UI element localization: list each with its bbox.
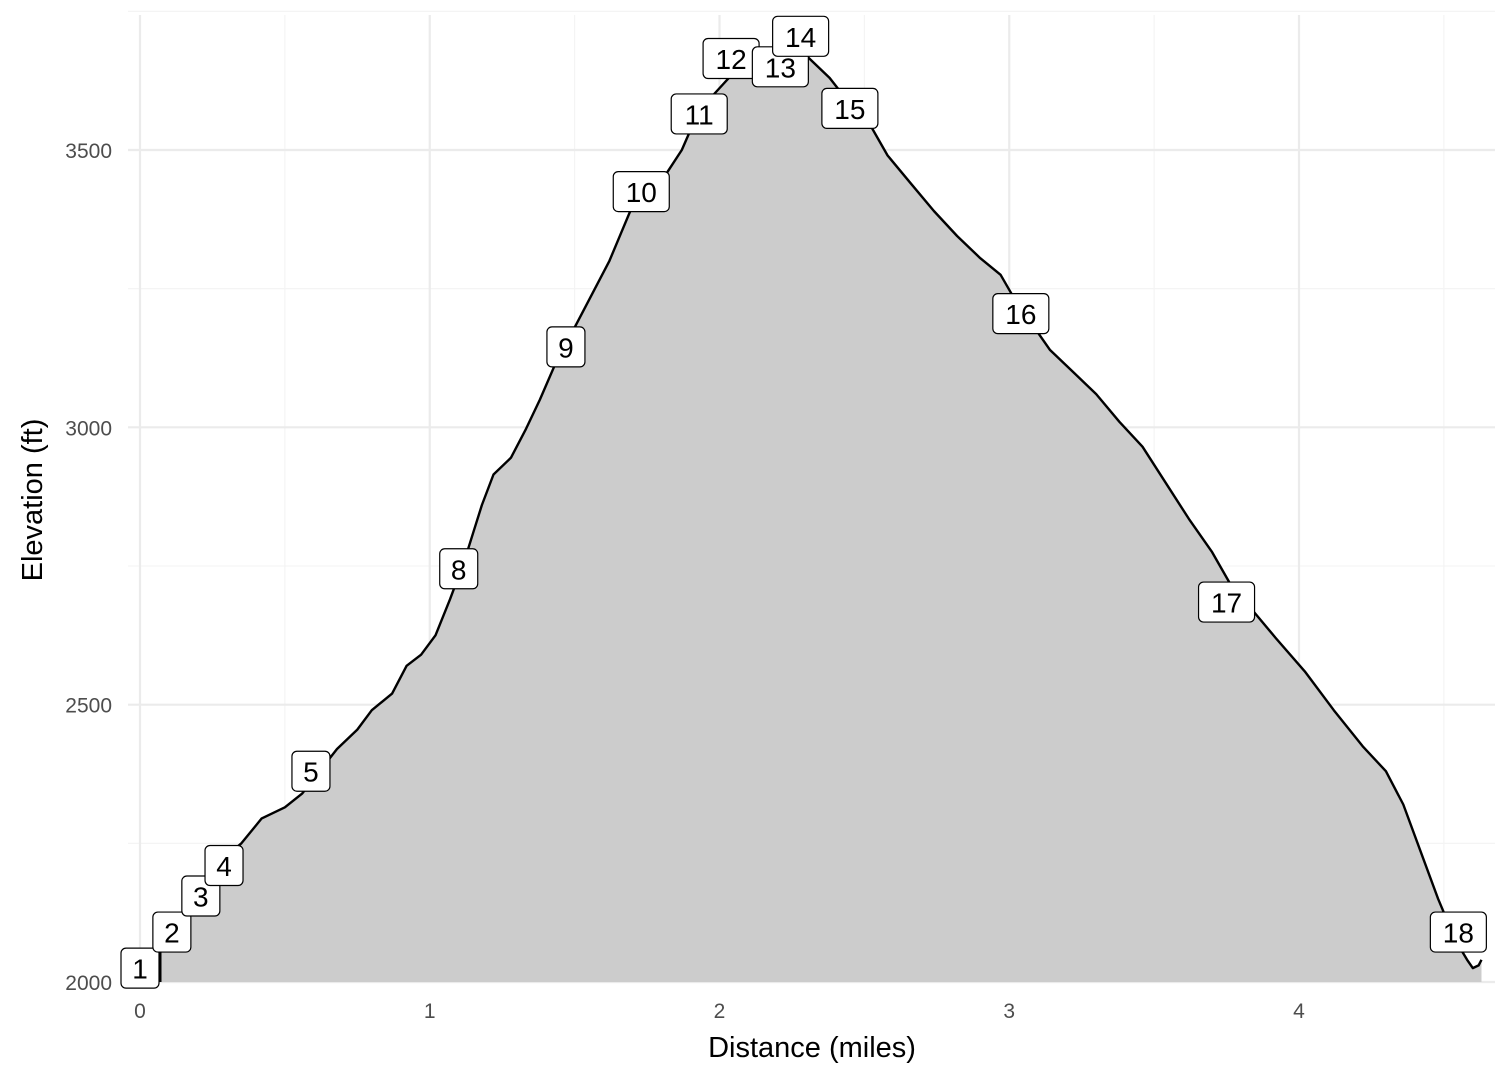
waypoint-label-box	[612, 171, 670, 213]
waypoint-label-text: 15	[834, 94, 865, 125]
y-axis-title: Elevation (ft)	[17, 419, 49, 582]
x-axis-title: Distance (miles)	[708, 1032, 916, 1064]
y-tick-label: 2000	[65, 972, 112, 995]
x-tick-label: 1	[424, 1000, 436, 1023]
waypoint-label-box	[120, 947, 160, 989]
waypoint-label-box	[821, 87, 879, 130]
waypoint-label-box	[670, 93, 728, 135]
waypoint-label-text: 17	[1211, 588, 1242, 619]
waypoint-label-text: 1	[132, 954, 148, 985]
waypoint-label: 16	[992, 293, 1050, 335]
waypoint-label: 11	[670, 93, 728, 135]
waypoint-label-text: 13	[765, 52, 796, 83]
waypoint-label: 14	[772, 15, 830, 57]
waypoint-label-box	[1197, 581, 1256, 623]
waypoint-label-text: 4	[216, 851, 232, 882]
x-tick-label: 0	[134, 1000, 146, 1023]
waypoint-label-text: 9	[558, 332, 574, 363]
elevation-area-fill	[160, 44, 1482, 983]
waypoint-label-text: 3	[193, 882, 209, 913]
waypoint-label-text: 10	[626, 177, 657, 208]
waypoint-label-box	[772, 15, 830, 57]
waypoint-label: 10	[612, 171, 670, 213]
waypoint-label: 9	[546, 326, 586, 368]
waypoint-label-text: 5	[303, 757, 319, 788]
waypoint-label-text: 12	[716, 44, 747, 75]
x-tick-label: 4	[1293, 1000, 1305, 1023]
waypoint-label-box	[439, 548, 479, 590]
x-axis-ticks: 0 1 2 3 4	[134, 1000, 1305, 1023]
waypoint-label-box	[152, 911, 192, 953]
waypoint-label: 15	[821, 87, 879, 130]
waypoint-label: 2	[152, 911, 192, 953]
y-tick-label: 3000	[65, 417, 112, 440]
y-axis-ticks: 2000 2500 3000 3500	[65, 140, 112, 995]
waypoint-label-text: 18	[1443, 918, 1474, 949]
waypoint-label: 12	[702, 37, 760, 80]
waypoint-label-box	[546, 326, 586, 368]
x-tick-label: 3	[1003, 1000, 1015, 1023]
waypoint-label-text: 14	[785, 22, 816, 53]
x-tick-label: 2	[714, 1000, 726, 1023]
y-tick-label: 2500	[65, 695, 112, 718]
elevation-area	[160, 44, 1482, 983]
waypoint-label: 4	[204, 844, 244, 887]
waypoint-label: 1	[120, 947, 160, 989]
waypoint-label: 17	[1197, 581, 1256, 623]
waypoint-label-text: 11	[685, 99, 714, 130]
waypoint-label-box	[204, 844, 244, 887]
waypoint-label: 5	[291, 750, 331, 792]
waypoint-label-box	[291, 750, 331, 792]
waypoint-label-box	[992, 293, 1050, 335]
waypoint-label-text: 8	[451, 554, 467, 585]
waypoint-label: 18	[1429, 911, 1487, 953]
waypoint-label-box	[1429, 911, 1487, 953]
waypoint-label: 8	[439, 548, 479, 590]
y-tick-label: 3500	[65, 140, 112, 163]
waypoint-label-text: 16	[1005, 299, 1036, 330]
waypoint-label-text: 2	[164, 918, 180, 949]
